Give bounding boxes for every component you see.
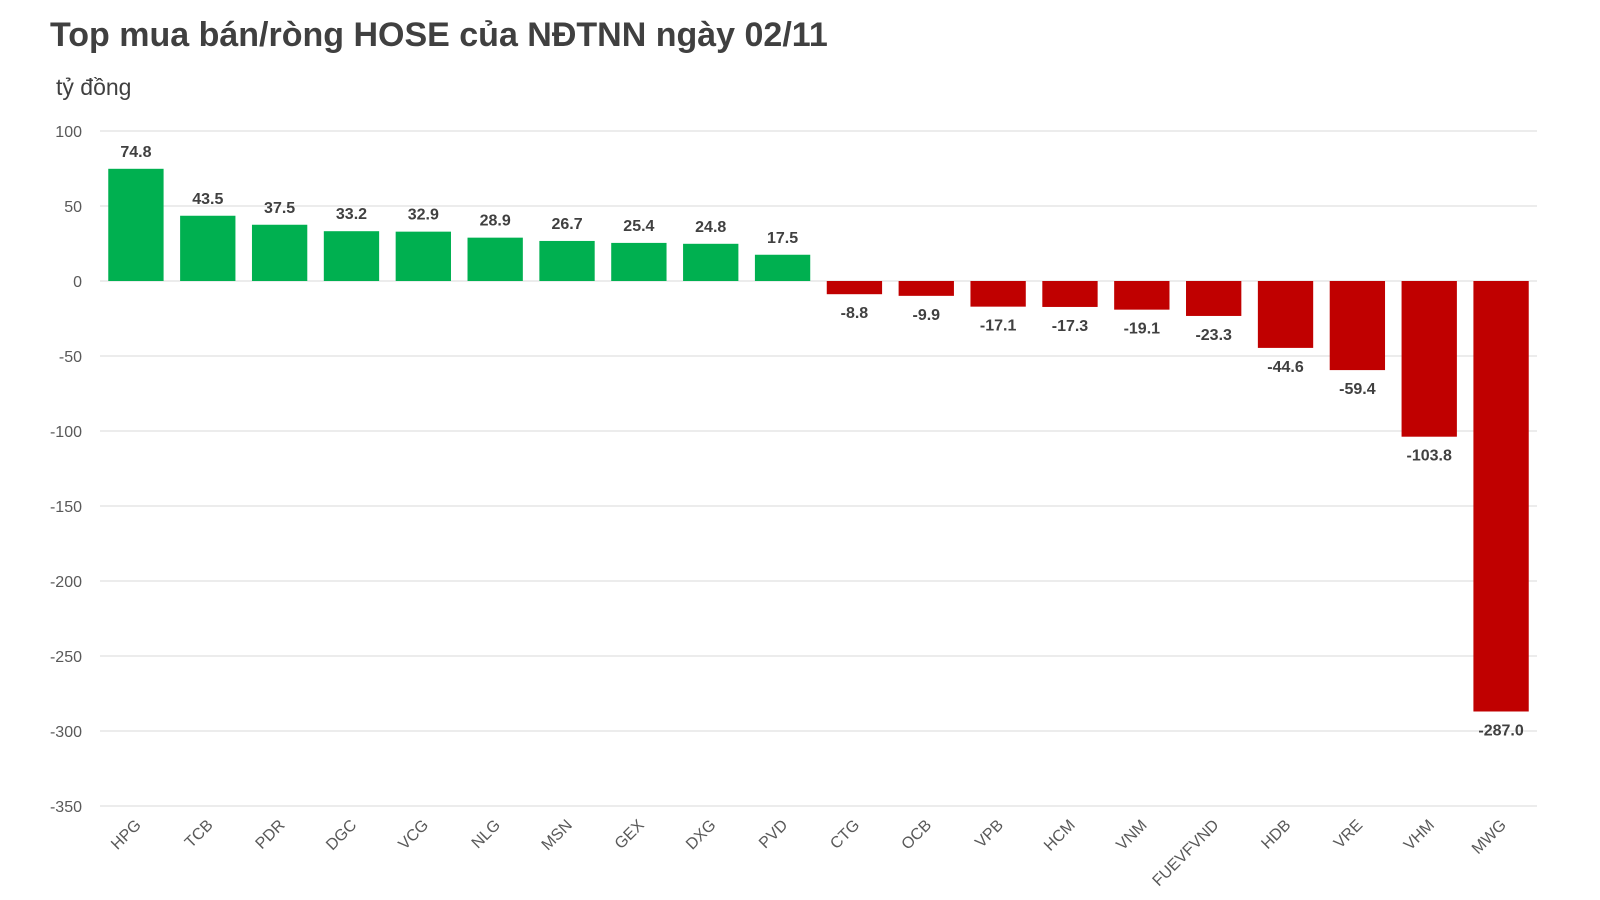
y-tick-label: 100 (55, 124, 82, 141)
x-category-label: PVD (756, 817, 791, 852)
x-category-label: HPG (108, 817, 145, 854)
x-category-label: OCB (899, 817, 936, 854)
data-label: -8.8 (841, 305, 869, 322)
data-label: 24.8 (695, 219, 726, 236)
bars (108, 168, 1529, 712)
data-label: 74.8 (120, 144, 151, 161)
data-labels: 74.8 43.5 37.5 33.2 32.9 28.9 26.7 25.4 24.8 17.5… (120, 144, 1524, 740)
y-tick-label: -50 (59, 349, 82, 366)
data-label: 28.9 (480, 213, 511, 230)
bar-vnm (1114, 281, 1170, 310)
bar-hcm (1042, 281, 1098, 307)
data-label: -59.4 (1339, 381, 1376, 398)
x-category-label: TCB (182, 817, 217, 852)
bar-mwg (1473, 281, 1529, 712)
data-label: 32.9 (408, 207, 439, 224)
bar-ctg (826, 281, 883, 295)
bar-ocb (898, 281, 954, 296)
bar-vpb (970, 281, 1026, 307)
data-label: -287.0 (1478, 723, 1523, 740)
y-tick-label: -100 (50, 424, 82, 441)
x-category-label: DXG (683, 817, 720, 854)
bar-pdr (251, 224, 308, 281)
data-label: -103.8 (1407, 448, 1452, 465)
bar-dgc (323, 231, 380, 281)
x-category-label: VHM (1401, 817, 1438, 854)
chart-title: Top mua bán/ròng HOSE của NĐTNN ngày 02/… (50, 16, 828, 54)
bar-msn (539, 240, 595, 281)
bar-vhm (1401, 281, 1457, 437)
bar-gex (611, 242, 667, 281)
bar-nlg (467, 237, 523, 281)
y-tick-label: 0 (73, 274, 82, 291)
data-label: 26.7 (551, 216, 582, 233)
x-category-label: HDB (1258, 817, 1294, 853)
x-category-label: DGC (323, 817, 360, 854)
data-label: 17.5 (767, 230, 798, 247)
data-label: -23.3 (1195, 327, 1232, 344)
bar-hdb (1257, 281, 1314, 348)
bar-vcg (395, 231, 451, 281)
data-label: -17.1 (980, 318, 1017, 335)
y-tick-label: -150 (50, 499, 82, 516)
y-axis-ticks: 100 50 0 -50 -100 -150 -200 -250 -300 -350 (50, 124, 82, 816)
x-category-label: MSN (539, 817, 576, 854)
x-category-label: FUEVFVND (1150, 817, 1223, 890)
gridlines (100, 130, 1537, 807)
data-label: 37.5 (264, 200, 295, 217)
y-tick-label: -200 (50, 574, 82, 591)
data-label: 43.5 (192, 191, 223, 208)
x-category-label: MWG (1469, 817, 1510, 858)
bar-vre (1329, 281, 1386, 371)
x-category-label: GEX (612, 817, 648, 853)
y-tick-label: -350 (50, 799, 82, 816)
data-label: 25.4 (623, 218, 654, 235)
y-axis-unit-label: tỷ đồng (56, 74, 132, 100)
data-label: -19.1 (1124, 321, 1161, 338)
x-category-label: VRE (1331, 817, 1366, 852)
y-tick-label: -250 (50, 649, 82, 666)
bar-tcb (180, 215, 236, 281)
x-axis-categories: HPG TCB PDR DGC VCG NLG MSN GEX DXG PVD CTG OCB VPB H… (108, 817, 1510, 890)
data-label: 33.2 (336, 206, 367, 223)
y-tick-label: 50 (64, 199, 82, 216)
x-category-label: VCG (396, 817, 433, 854)
bar-pvd (754, 254, 811, 281)
data-label: -44.6 (1267, 359, 1304, 376)
y-tick-label: -300 (50, 724, 82, 741)
data-label: -17.3 (1052, 318, 1089, 335)
bar-fuevfvnd (1186, 281, 1242, 316)
x-category-label: CTG (827, 817, 863, 853)
bar-dxg (683, 243, 739, 281)
data-label: -9.9 (912, 307, 940, 324)
x-category-label: VPB (972, 817, 1007, 852)
x-category-label: PDR (253, 817, 289, 853)
x-category-label: VNM (1113, 817, 1150, 854)
x-category-label: NLG (469, 817, 504, 852)
x-category-label: HCM (1041, 817, 1079, 855)
bar-hpg (108, 168, 164, 281)
